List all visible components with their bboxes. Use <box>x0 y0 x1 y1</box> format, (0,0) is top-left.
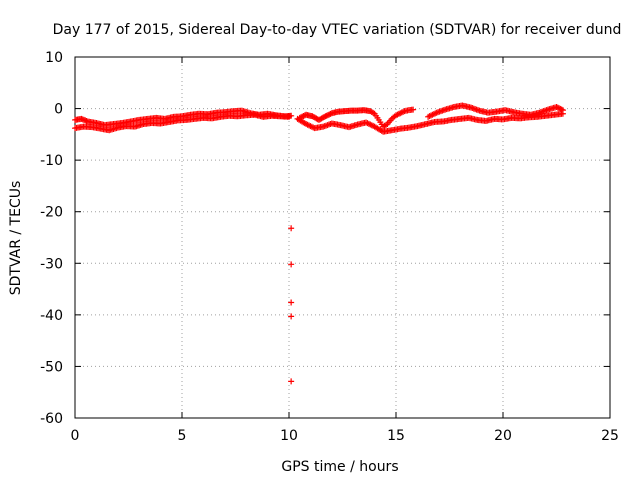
data-point <box>286 113 292 120</box>
outlier-point <box>288 378 295 385</box>
x-axis-label: GPS time / hours <box>281 459 398 475</box>
y-tick-label: -50 <box>40 359 63 375</box>
x-tick-label: 10 <box>280 428 298 444</box>
data-marks <box>72 102 566 385</box>
x-tick-label: 20 <box>494 428 512 444</box>
outlier-point <box>288 261 295 268</box>
data-point <box>559 107 566 114</box>
y-tick-label: -40 <box>40 308 63 324</box>
y-tick-label: -30 <box>40 256 63 272</box>
x-tick-label: 25 <box>601 428 619 444</box>
x-tick-label: 5 <box>178 428 187 444</box>
outlier-point <box>288 313 295 320</box>
y-tick-label: -20 <box>40 205 63 221</box>
y-tick-label: -10 <box>40 153 63 169</box>
y-tick-label: -60 <box>40 411 63 427</box>
plot-area-frame <box>74 56 611 419</box>
y-tick-label: 10 <box>45 50 63 66</box>
outlier-point <box>288 299 295 306</box>
x-tick-label: 15 <box>387 428 405 444</box>
outlier-point <box>288 225 295 232</box>
y-tick-label: 0 <box>54 102 63 118</box>
data-point <box>558 106 565 113</box>
chart-title: Day 177 of 2015, Sidereal Day-to-day VTE… <box>53 22 622 38</box>
axis-ticks: 0 5 10 15 20 25 10 0 -10 -20 -30 -40 -50 -60 <box>40 50 619 444</box>
y-axis-label: SDTVAR / TECUs <box>8 181 24 296</box>
data-point <box>410 106 417 113</box>
x-tick-label: 0 <box>71 428 80 444</box>
